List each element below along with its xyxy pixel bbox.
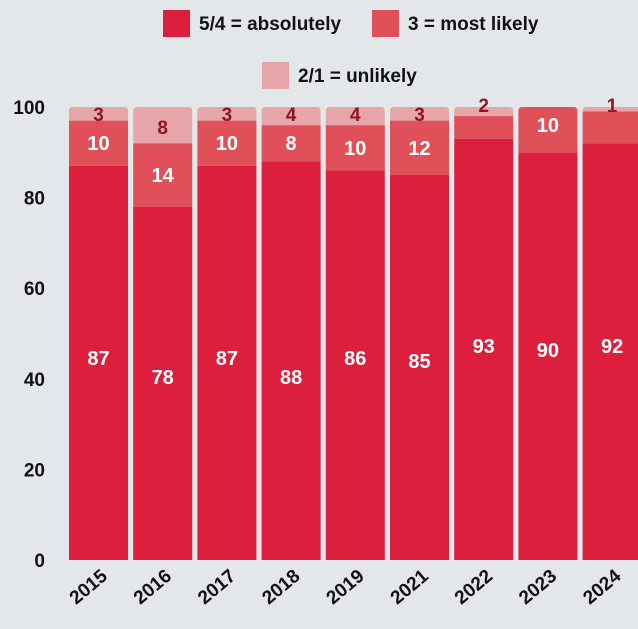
data-label: 12 — [408, 138, 430, 160]
legend: 5/4 = absolutely 3 = most likely 2/1 = unl… — [163, 10, 539, 89]
data-label: 87 — [87, 348, 109, 370]
x-tick-label: 2022 — [451, 566, 497, 609]
data-label: 14 — [152, 165, 175, 187]
x-tick-label: 2021 — [387, 565, 433, 609]
bar-segment-2019-2 — [325, 125, 385, 171]
data-label: 86 — [344, 348, 366, 370]
y-tick-label: 100 — [13, 98, 45, 119]
data-label: 3 — [93, 105, 104, 126]
bar-segment-2019-1 — [325, 170, 385, 561]
bar-segment-2018-3 — [261, 107, 321, 126]
data-label: 8 — [157, 118, 168, 139]
data-label: 92 — [601, 336, 623, 358]
x-tick-label: 2023 — [515, 566, 561, 609]
bar-segment-2016-1 — [133, 206, 193, 560]
data-label: 8 — [286, 133, 297, 155]
data-label: 2 — [478, 96, 489, 117]
x-axis: 2015 2016 2017 2018 2019 2021 2022 2023 2024 — [66, 565, 626, 609]
data-label: 10 — [87, 133, 109, 155]
bar-segment-2021-3 — [390, 107, 449, 121]
bar-segment-2022-2 — [454, 116, 514, 139]
legend-swatch — [372, 10, 399, 37]
y-tick-label: 20 — [24, 460, 45, 481]
x-tick-label: 2016 — [130, 566, 176, 609]
legend-label: 2/1 = unlikely — [298, 66, 417, 87]
legend-swatch — [262, 62, 289, 89]
y-axis: 0 20 40 60 80 100 — [13, 98, 45, 572]
bar-segment-2018-2 — [261, 125, 321, 162]
bar-segment-2024-1 — [582, 143, 638, 561]
legend-label: 5/4 = absolutely — [199, 14, 341, 35]
x-tick-label: 2017 — [194, 566, 240, 609]
y-tick-label: 60 — [24, 279, 45, 300]
y-tick-label: 40 — [24, 370, 45, 391]
x-tick-label: 2024 — [579, 565, 625, 609]
bar-segment-2017-2 — [197, 120, 257, 166]
data-label: 93 — [473, 336, 495, 358]
x-tick-label: 2018 — [258, 566, 304, 609]
data-label: 78 — [152, 367, 174, 389]
data-label: 1 — [607, 96, 618, 117]
data-label: 87 — [216, 348, 238, 370]
bar-segment-2021-1 — [390, 174, 449, 560]
bar-segment-2021-2 — [390, 120, 449, 175]
data-label: 3 — [222, 105, 233, 126]
data-label: 3 — [414, 105, 425, 126]
bars — [69, 107, 638, 561]
legend-label: 3 = most likely — [408, 14, 539, 35]
bar-segment-2015-3 — [69, 107, 128, 121]
bar-segment-2024-3 — [582, 107, 638, 112]
bar-segment-2018-1 — [261, 161, 321, 561]
data-label: 10 — [344, 138, 366, 160]
bar-segment-2017-3 — [197, 107, 257, 121]
bar-segment-2023-1 — [518, 152, 578, 561]
data-label: 90 — [537, 340, 559, 362]
bar-segment-2019-3 — [325, 107, 385, 126]
bar-segment-2015-1 — [69, 165, 128, 560]
data-label: 85 — [408, 351, 430, 373]
x-tick-label: 2019 — [323, 566, 369, 609]
bar-segment-2016-3 — [133, 107, 193, 144]
bar-segment-2022-1 — [454, 138, 514, 560]
data-label: 10 — [537, 115, 559, 137]
bar-segment-2015-2 — [69, 120, 128, 166]
bar-segment-2017-1 — [197, 165, 257, 560]
bar-segment-2023-2 — [518, 107, 578, 153]
bar-segment-2016-2 — [133, 143, 193, 207]
bar-segment-2024-2 — [582, 111, 638, 144]
x-tick-label: 2015 — [66, 565, 112, 609]
data-label: 4 — [286, 105, 297, 126]
y-tick-label: 0 — [34, 551, 45, 572]
bar-segment-2022-3 — [454, 107, 514, 117]
data-label: 4 — [350, 105, 361, 126]
data-label: 88 — [280, 367, 302, 389]
y-tick-label: 80 — [24, 189, 45, 210]
legend-swatch — [163, 10, 190, 37]
data-label: 10 — [216, 133, 238, 155]
